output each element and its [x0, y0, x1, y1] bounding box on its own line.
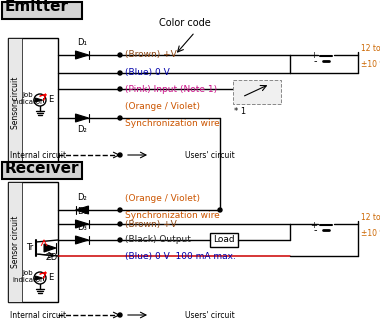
- Bar: [233, 80, 281, 104]
- Text: Tr: Tr: [26, 244, 33, 253]
- Text: Emitter: Emitter: [5, 0, 69, 14]
- Circle shape: [34, 94, 46, 106]
- Text: * 1: * 1: [234, 107, 246, 116]
- Circle shape: [118, 238, 122, 242]
- Polygon shape: [76, 236, 89, 244]
- Text: (Orange / Violet): (Orange / Violet): [125, 194, 200, 203]
- Text: -: -: [314, 56, 317, 66]
- Text: Load: Load: [213, 236, 235, 245]
- Polygon shape: [35, 276, 43, 280]
- Circle shape: [118, 153, 122, 157]
- Text: (Blue) 0 V  100 mA max.: (Blue) 0 V 100 mA max.: [125, 252, 236, 261]
- Text: 12 to 24 V DC: 12 to 24 V DC: [361, 44, 380, 53]
- Text: (Brown) +V: (Brown) +V: [125, 51, 177, 60]
- Text: D₃: D₃: [77, 223, 87, 232]
- Text: Receiver: Receiver: [5, 161, 79, 176]
- Text: D₁: D₁: [77, 207, 87, 216]
- Circle shape: [218, 208, 222, 212]
- Text: Synchronization wire: Synchronization wire: [125, 211, 220, 220]
- Text: ±10 %: ±10 %: [361, 60, 380, 69]
- Bar: [2, 2, 82, 19]
- Text: Color code: Color code: [159, 18, 211, 28]
- Bar: [8, 182, 58, 302]
- Text: (Pink) Input (Note 1): (Pink) Input (Note 1): [125, 84, 217, 93]
- Bar: [8, 38, 58, 168]
- Text: (Brown) +V: (Brown) +V: [125, 219, 177, 228]
- Text: Sensor circuit: Sensor circuit: [11, 77, 19, 129]
- Text: E: E: [48, 273, 53, 282]
- Polygon shape: [76, 114, 89, 122]
- Circle shape: [118, 116, 122, 120]
- Circle shape: [118, 87, 122, 91]
- Text: Sensor circuit: Sensor circuit: [11, 216, 19, 268]
- Circle shape: [118, 222, 122, 226]
- Text: D₂: D₂: [77, 125, 87, 134]
- Text: +: +: [310, 220, 317, 229]
- Text: ±10 %: ±10 %: [361, 229, 380, 238]
- Text: D₁: D₁: [77, 38, 87, 47]
- Text: Synchronization wire: Synchronization wire: [125, 119, 220, 128]
- Circle shape: [118, 53, 122, 57]
- Text: E: E: [48, 95, 53, 105]
- Text: (Orange / Violet): (Orange / Violet): [125, 102, 200, 111]
- Text: Users' circuit: Users' circuit: [185, 150, 235, 159]
- Text: +: +: [310, 52, 317, 61]
- Circle shape: [118, 71, 122, 75]
- Polygon shape: [35, 98, 43, 102]
- Text: 12 to 24 V DC: 12 to 24 V DC: [361, 213, 380, 222]
- Polygon shape: [76, 220, 89, 228]
- Text: (Black) Output: (Black) Output: [125, 236, 191, 245]
- Polygon shape: [44, 244, 56, 252]
- Bar: [210, 233, 238, 247]
- Circle shape: [118, 208, 122, 212]
- Circle shape: [118, 313, 122, 317]
- Bar: [8, 38, 22, 168]
- Polygon shape: [76, 51, 89, 59]
- Circle shape: [34, 272, 46, 284]
- Text: Internal circuit: Internal circuit: [10, 311, 66, 320]
- Bar: [8, 182, 22, 302]
- Text: Job
indicator: Job indicator: [13, 269, 43, 282]
- Text: -: -: [314, 225, 317, 235]
- Text: Users' circuit: Users' circuit: [185, 311, 235, 320]
- Polygon shape: [76, 206, 89, 214]
- Text: D₂: D₂: [77, 193, 87, 202]
- Text: ZD: ZD: [46, 253, 58, 262]
- Text: Job
indicator: Job indicator: [13, 91, 43, 105]
- Bar: [2, 162, 82, 179]
- Text: Internal circuit: Internal circuit: [10, 150, 66, 159]
- Text: (Blue) 0 V: (Blue) 0 V: [125, 68, 170, 77]
